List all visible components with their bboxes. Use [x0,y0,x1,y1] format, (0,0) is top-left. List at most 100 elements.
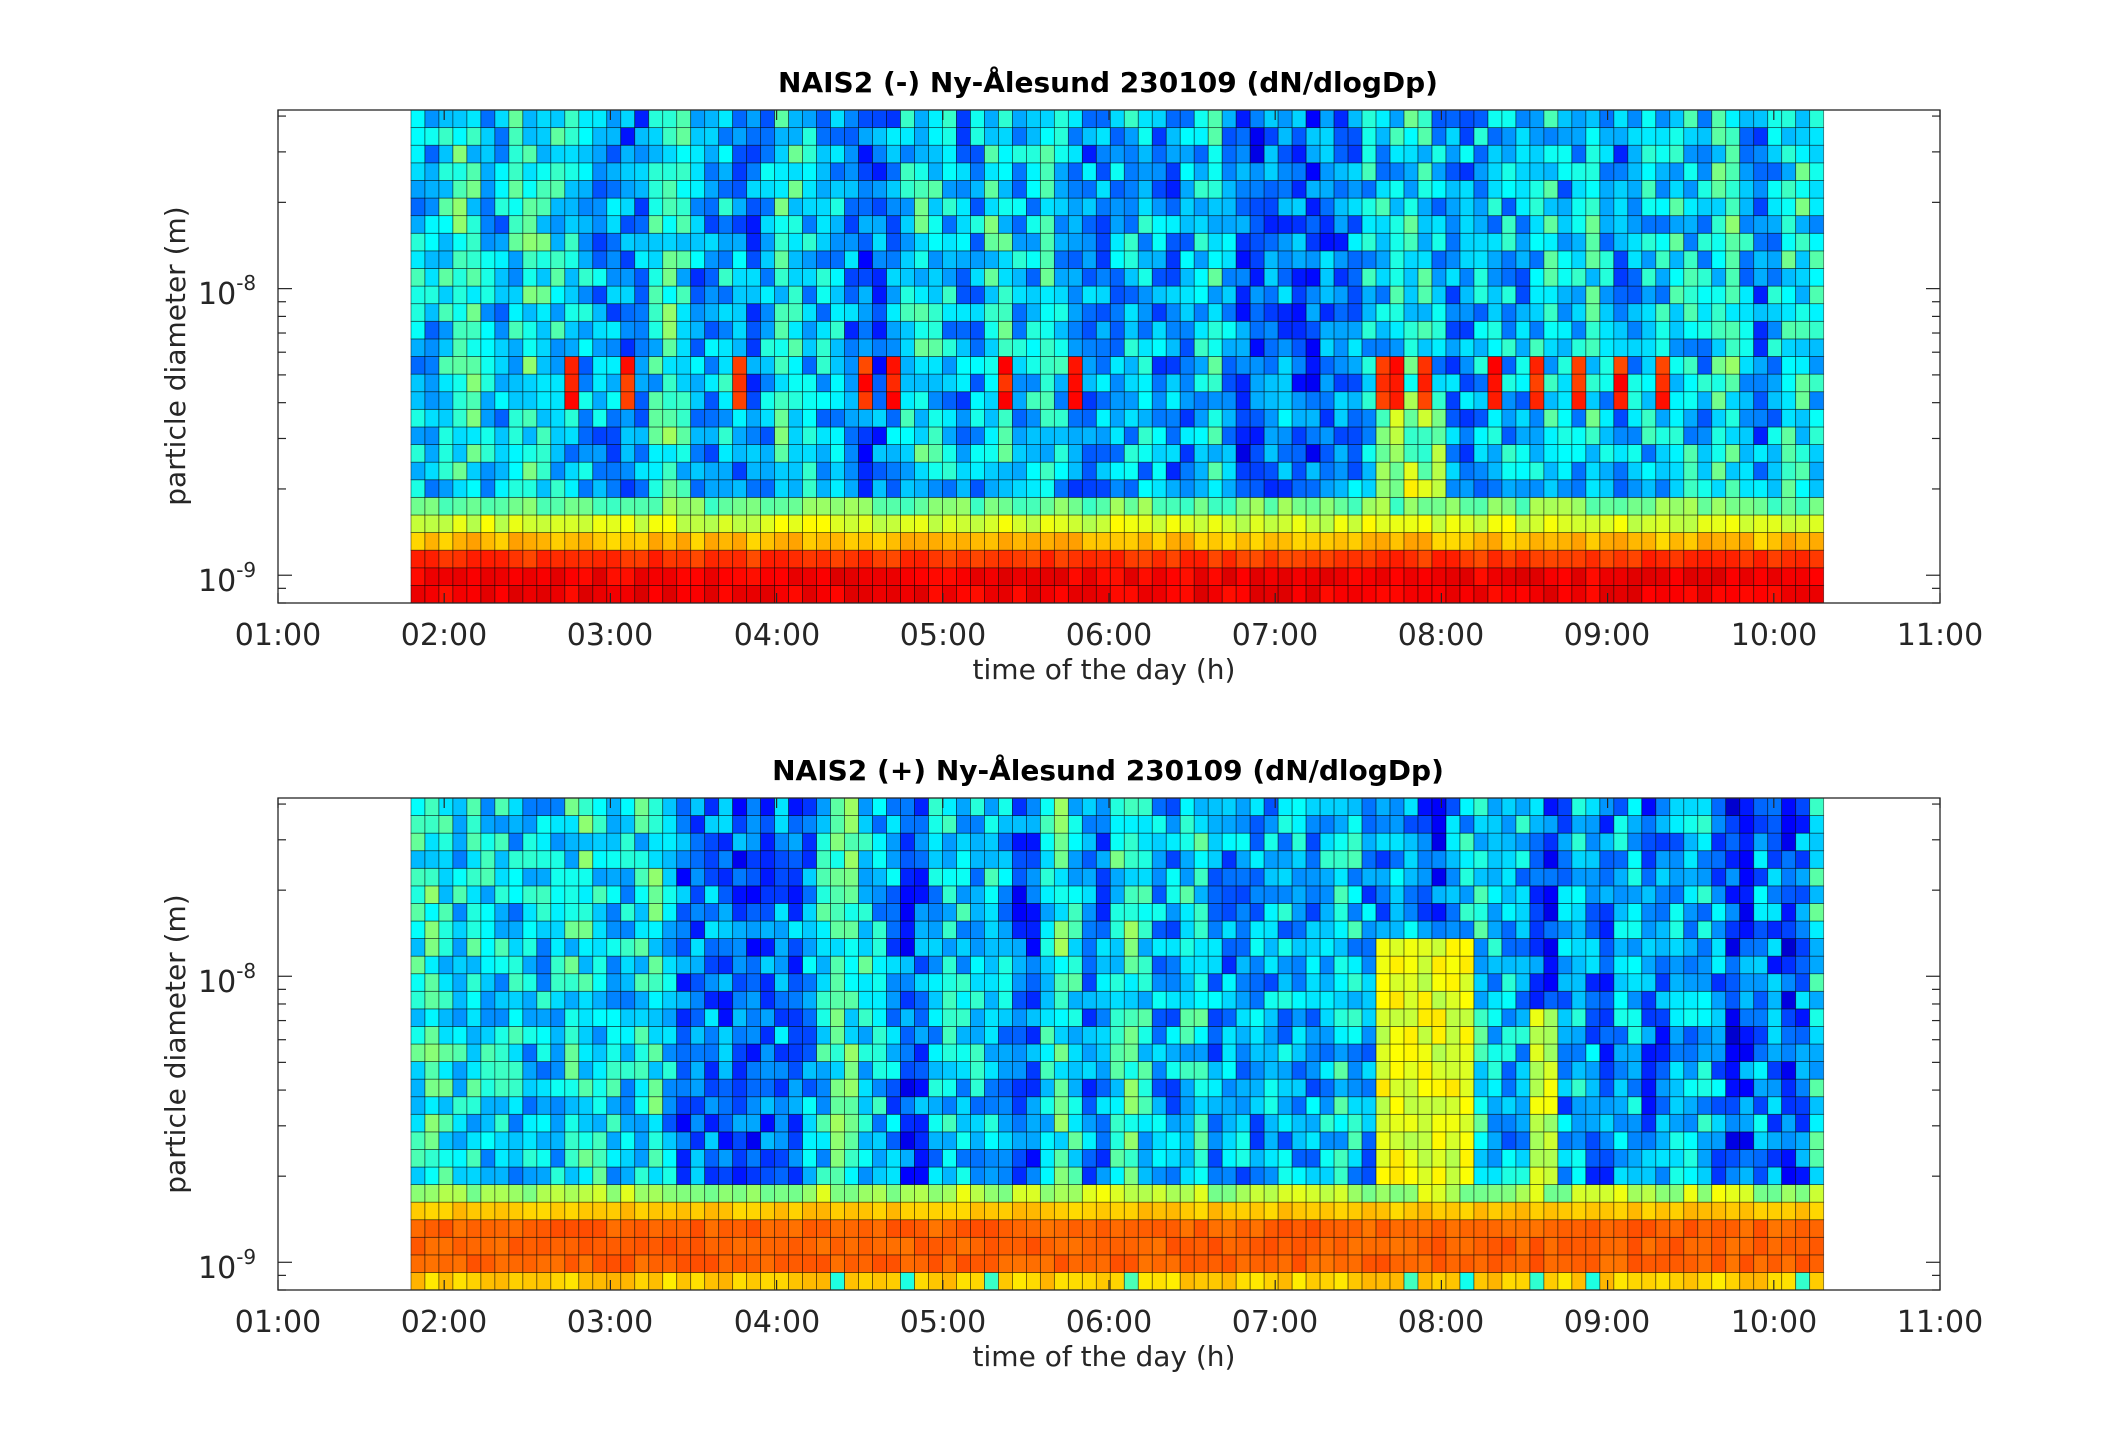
heatmap-cell [1697,444,1713,463]
heatmap-cell [760,1236,776,1256]
heatmap-cell [1221,885,1237,904]
heatmap-cell [1571,532,1587,551]
heatmap-cell [620,1008,636,1027]
heatmap-cell [1571,479,1587,498]
heatmap-cell [1585,549,1601,569]
heatmap-cell [494,1096,510,1115]
heatmap-cell [1655,426,1671,445]
heatmap-cell [1151,920,1167,939]
heatmap-cell [858,408,873,428]
heatmap-cell [1039,885,1055,904]
heatmap-cell [1305,285,1321,305]
heatmap-cell [564,920,580,939]
heatmap-cell [578,180,594,199]
heatmap-cell [1361,1061,1377,1080]
heatmap-cell [1767,338,1783,357]
heatmap-cell [1207,938,1223,957]
heatmap-cell [1501,127,1517,146]
heatmap-cell [1193,832,1209,852]
heatmap-cell [1417,867,1433,887]
heatmap-cell [606,1113,622,1133]
heatmap-cell [662,1096,678,1115]
heatmap-cell [592,903,608,922]
heatmap-cell [1613,162,1629,181]
heatmap-cell [1053,532,1069,551]
heatmap-cell [466,955,482,975]
heatmap-cell [844,496,859,516]
heatmap-cell [564,320,580,340]
heatmap-cell [676,1113,692,1133]
heatmap-cell [1417,1219,1433,1238]
heatmap-cell [886,973,901,992]
heatmap-cell [956,532,971,551]
heatmap-cell [886,920,901,939]
heatmap-cell [1347,320,1363,340]
heatmap-cell [634,250,650,269]
heatmap-cell [1012,990,1027,1010]
heatmap-cell [522,250,538,269]
heatmap-cell [1389,1149,1405,1168]
heatmap-cell [1305,144,1321,164]
heatmap-cell [844,903,859,922]
heatmap-cell [452,162,468,181]
heatmap-cell [1333,1254,1349,1273]
heatmap-cell [1669,549,1685,569]
heatmap-cell [844,1008,859,1027]
heatmap-cell [662,920,678,939]
heatmap-cell [424,584,440,604]
heatmap-cell [676,408,692,428]
heatmap-cell [480,1078,496,1098]
heatmap-cell [802,867,817,887]
heatmap-cell [1207,549,1223,569]
heatmap-cell [928,391,943,410]
heatmap-cell [1361,285,1377,305]
heatmap-cell [1767,285,1783,305]
heatmap-cell [480,1113,496,1133]
heatmap-cell [984,426,999,445]
heatmap-cell [1039,567,1055,586]
heatmap-cell [1235,197,1251,217]
heatmap-cell [536,1149,552,1168]
heatmap-cell [1095,532,1111,551]
heatmap-cell [1095,232,1111,252]
heatmap-cell [732,1236,748,1256]
heatmap-cell [620,1272,636,1291]
heatmap-cell [648,356,664,375]
heatmap-cell [620,1219,636,1238]
heatmap-cell [942,215,957,234]
heatmap-cell [1179,373,1195,393]
heatmap-cell [1249,444,1265,463]
heatmap-cell [1165,920,1181,939]
heatmap-cell [550,1026,566,1045]
heatmap-cell [1725,285,1741,305]
heatmap-cell [1627,496,1643,516]
heatmap-cell [956,1078,971,1098]
heatmap-cell [1263,1149,1279,1168]
heatmap-cell [1389,303,1405,322]
heatmap-cell [1627,549,1643,569]
heatmap-cell [1012,1008,1027,1027]
heatmap-cell [466,356,482,375]
heatmap-cell [1361,1236,1377,1256]
heatmap-cell [480,867,496,887]
heatmap-cell [522,920,538,939]
heatmap-cell [1095,867,1111,887]
heatmap-cell [620,955,636,975]
heatmap-cell [718,549,734,569]
heatmap-cell [1795,197,1811,217]
heatmap-cell [550,232,566,252]
heatmap-cell [522,815,538,834]
heatmap-cell [998,797,1013,816]
heatmap-cell [1179,250,1195,269]
heatmap-cell [1403,496,1419,516]
heatmap-cell [1249,303,1265,322]
heatmap-cell [452,850,468,869]
heatmap-cell [998,479,1013,498]
heatmap-cell [1151,549,1167,569]
heatmap-cell [1697,180,1713,199]
heatmap-cell [1795,461,1811,481]
heatmap-cell [942,567,957,586]
heatmap-cell [1711,320,1727,340]
heatmap-cell [732,250,748,269]
heatmap-cell [1095,285,1111,305]
